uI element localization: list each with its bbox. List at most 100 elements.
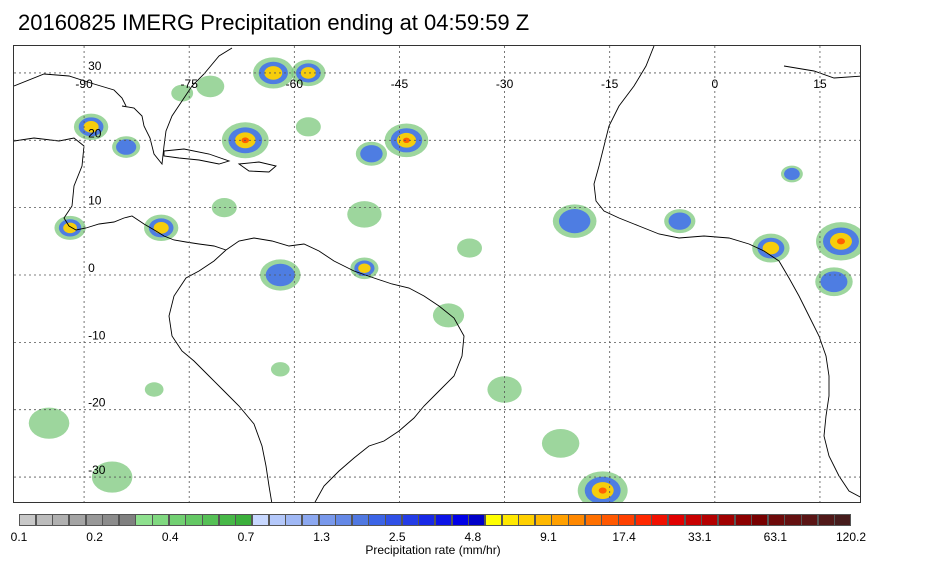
rain-cell-intensity-1 — [457, 238, 483, 258]
colorbar-swatch — [784, 514, 802, 526]
rain-cell — [270, 362, 290, 377]
colorbar-swatch — [418, 514, 436, 526]
colorbar-swatch — [667, 514, 686, 526]
colorbar-swatch — [701, 514, 719, 526]
colorbar-swatch — [301, 514, 319, 526]
colorbar-tick-label: 33.1 — [688, 530, 712, 544]
colorbar-swatch — [52, 514, 70, 526]
colorbar-swatch — [618, 514, 636, 526]
colorbar-tick-label: 0.1 — [10, 530, 28, 544]
rain-cell-intensity-3 — [264, 66, 283, 80]
rain-cell — [112, 136, 141, 158]
rain-cell-intensity-2 — [820, 271, 848, 293]
colorbar-swatch — [102, 514, 120, 526]
graticule — [14, 46, 860, 502]
rain-cell-intensity-1 — [270, 362, 290, 377]
rain-cell-intensity-4 — [402, 137, 410, 143]
colorbar-swatch — [584, 514, 602, 526]
colorbar-swatch — [634, 514, 652, 526]
colorbar-swatch — [518, 514, 536, 526]
colorbar-swatch — [534, 514, 552, 526]
rain-cell — [541, 428, 580, 458]
colorbar-swatch — [484, 514, 503, 526]
rain-cell — [577, 471, 628, 502]
rain-cell-intensity-1 — [144, 382, 164, 397]
rain-cell-intensity-1 — [487, 376, 522, 403]
rain-cell-intensity-3 — [300, 67, 316, 79]
latitude-label: -30 — [88, 463, 106, 477]
colorbar-tick-label: 120.2 — [835, 530, 867, 544]
rain-cell — [291, 59, 326, 87]
longitude-label: 0 — [711, 77, 718, 91]
rain-cell-intensity-3 — [63, 222, 77, 234]
colorbar-swatch — [601, 514, 619, 526]
rain-cell — [196, 75, 225, 98]
precipitation-layer — [28, 57, 860, 502]
rain-cell — [457, 238, 483, 258]
colorbar-swatch — [85, 514, 103, 526]
rain-cell — [91, 461, 133, 493]
africa-north-coastline — [783, 65, 860, 79]
rain-cell — [815, 267, 853, 297]
colorbar-swatch — [801, 514, 819, 526]
coastline-layer — [14, 46, 860, 502]
colorbar-swatch — [734, 514, 752, 526]
rain-cell — [355, 141, 388, 166]
colorbar-swatch — [135, 514, 153, 526]
colorbar-tick-label: 63.1 — [763, 530, 788, 544]
rain-cell-intensity-1 — [196, 75, 225, 98]
rain-cell — [144, 382, 164, 397]
colorbar-swatch — [834, 514, 852, 526]
colorbar-swatch — [568, 514, 586, 526]
rain-cell — [295, 117, 321, 137]
colorbar-swatch — [218, 514, 236, 526]
rain-cell — [664, 209, 696, 234]
rain-cell-intensity-1 — [171, 84, 194, 102]
rain-cell-intensity-2 — [668, 212, 692, 230]
colorbar-swatch — [152, 514, 170, 526]
rain-cell — [384, 123, 429, 158]
latitude-label: 0 — [88, 261, 95, 275]
colorbar-tick-label: 1.3 — [313, 530, 330, 544]
rain-cell-intensity-1 — [28, 407, 70, 439]
rain-cell — [73, 113, 109, 141]
colorbar-swatch — [401, 514, 419, 526]
colorbar-swatch — [435, 514, 453, 526]
longitude-label: -30 — [496, 77, 514, 91]
colorbar-swatch — [651, 514, 669, 526]
latitude-label: -10 — [88, 328, 106, 342]
colorbar-tick-label: 0.2 — [86, 530, 103, 544]
rain-cell-intensity-1 — [541, 428, 580, 458]
africa-coastline — [593, 46, 860, 498]
colorbar-swatch — [468, 514, 486, 526]
graticule-labels: -90 -75 -60 -45 -30 -15 0 15 30 20 10 0 -10 -20 -30 — [75, 59, 827, 477]
rain-cell-intensity-2 — [360, 145, 383, 163]
rain-cell-intensity-2 — [558, 209, 591, 234]
rain-cell — [552, 204, 597, 238]
colorbar-swatch — [268, 514, 286, 526]
colorbar-swatch — [717, 514, 735, 526]
colorbar-swatch — [185, 514, 203, 526]
colorbar-swatch — [335, 514, 353, 526]
colorbar-tick-label: 9.1 — [540, 530, 557, 544]
precipitation-map[interactable]: -90 -75 -60 -45 -30 -15 0 15 30 20 10 0 -10 -20 -30 — [13, 45, 861, 503]
colorbar-swatch — [368, 514, 386, 526]
colorbar-swatch — [35, 514, 53, 526]
colorbar-tick-label: 2.5 — [388, 530, 406, 544]
colorbar-label: Precipitation rate (mm/hr) — [365, 543, 501, 557]
rain-cell-intensity-1 — [295, 117, 321, 137]
rain-cell-intensity-2 — [784, 167, 800, 181]
map-canvas: -90 -75 -60 -45 -30 -15 0 15 30 20 10 0 -10 -20 -30 — [14, 46, 860, 502]
gulf-coastline — [14, 73, 127, 107]
north-america-coastline — [14, 137, 227, 251]
latitude-label: 30 — [88, 59, 102, 73]
rain-cell — [780, 165, 803, 183]
colorbar-swatch — [168, 514, 186, 526]
florida-coastline — [121, 47, 233, 166]
map-title: 20160825 IMERG Precipitation ending at 0… — [18, 10, 530, 35]
latitude-label: 10 — [88, 194, 102, 208]
colorbar-swatch — [767, 514, 785, 526]
colorbar-swatch — [285, 514, 303, 526]
colorbar-swatch — [751, 514, 769, 526]
rain-cell — [144, 214, 179, 242]
